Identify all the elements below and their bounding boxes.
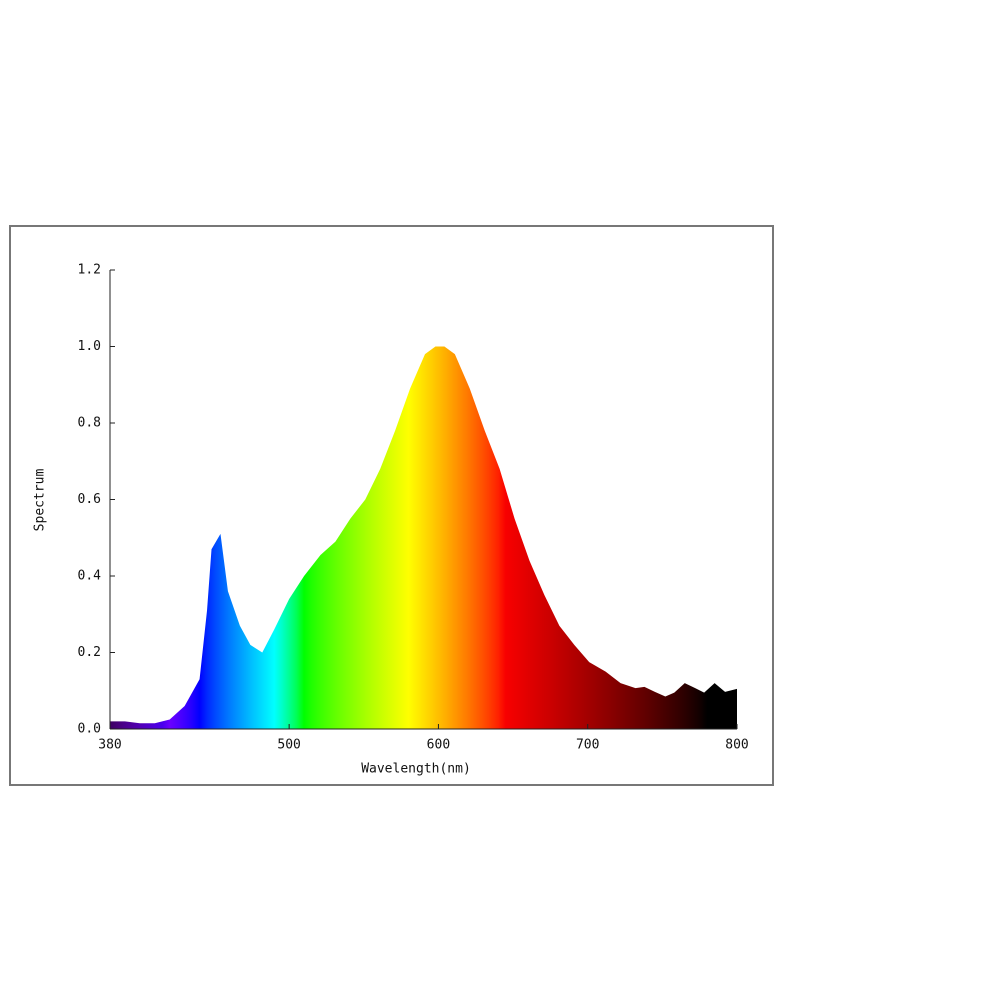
y-tick-label: 0.6 <box>78 492 101 507</box>
y-axis-label: Spectrum <box>33 469 48 532</box>
x-tick-label: 380 <box>98 738 121 753</box>
x-axis-label: Wavelength(nm) <box>361 762 471 777</box>
y-tick-label: 0.2 <box>78 645 101 660</box>
y-tick-label: 0.0 <box>78 722 101 737</box>
y-tick-label: 1.2 <box>78 263 101 278</box>
spectrum-area <box>110 346 737 729</box>
x-tick-label: 500 <box>277 738 300 753</box>
y-tick-label: 0.4 <box>78 569 102 584</box>
y-tick-label: 1.0 <box>78 339 101 354</box>
y-tick-label: 0.8 <box>78 416 101 431</box>
x-tick-label: 800 <box>725 738 748 753</box>
x-tick-label: 600 <box>427 738 450 753</box>
x-tick-label: 700 <box>576 738 599 753</box>
